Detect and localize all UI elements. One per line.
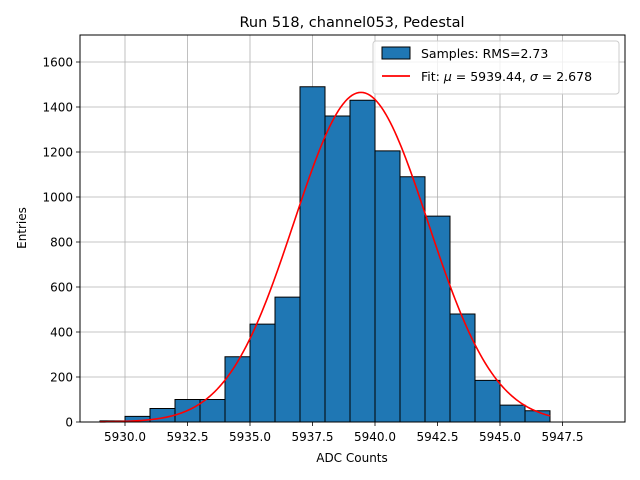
y-tick-label: 600 [50,281,73,295]
fit-curve [99,91,551,423]
y-axis-ticks: 0 200 400 600 800 1000 1200 1400 1600 [42,56,80,430]
histogram-bar [424,215,451,423]
histogram-bar [299,86,326,423]
histogram-bar [374,150,401,423]
y-tick-label: 200 [50,371,73,385]
x-tick-label: 5932.5 [167,430,209,444]
histogram-bar [249,323,276,423]
y-tick-label: 400 [50,326,73,340]
x-tick-label: 5930.0 [104,430,146,444]
legend-samples-label: Samples: RMS=2.73 [421,46,548,61]
legend-box [372,40,620,95]
y-tick-label: 800 [50,236,73,250]
histogram-bar [449,313,476,423]
histogram-bar [499,404,526,423]
fit-sigma-value: 2.678 [556,69,592,84]
x-tick-label: 5940.0 [354,430,396,444]
histogram-bar [324,115,351,423]
x-tick-label: 5937.5 [292,430,334,444]
histogram-bar [474,379,501,423]
y-tick-label: 1600 [42,56,73,70]
fit-prefix: Fit: [421,69,444,84]
histogram-bar [349,99,376,423]
x-axis-label: ADC Counts [316,451,388,465]
legend-samples-swatch [381,46,411,60]
y-axis-label: Entries [15,207,29,249]
x-axis-ticks: 5930.0 5932.5 5935.0 5937.5 5940.0 5942.5 5945… [104,422,584,444]
legend: Samples: RMS=2.73 Fit: μ = 5939.44, σ = … [372,40,620,95]
y-tick-label: 1000 [42,191,73,205]
y-tick-label: 1200 [42,146,73,160]
fit-separator: , [522,69,530,84]
fit-equals-1: = [452,69,470,84]
histogram-bar [274,296,301,423]
chart-title: Run 518, channel053, Pedestal [239,15,464,31]
fit-mu-symbol: μ [443,69,452,84]
fit-mu-value: 5939.44 [470,69,522,84]
plot-frame [79,34,626,423]
legend-fit-label: Fit: μ = 5939.44, σ = 2.678 [421,69,592,84]
x-tick-label: 5945.0 [479,430,521,444]
histogram-bar [199,399,226,423]
fit-sigma-symbol: σ [530,69,539,84]
histogram-bar [399,176,426,423]
y-tick-label: 1400 [42,101,73,115]
y-tick-label: 0 [65,416,73,430]
x-tick-label: 5935.0 [229,430,271,444]
x-tick-label: 5942.5 [417,430,459,444]
x-tick-label: 5947.5 [542,430,584,444]
fit-equals-2: = [538,69,556,84]
histogram-bar [224,356,251,423]
